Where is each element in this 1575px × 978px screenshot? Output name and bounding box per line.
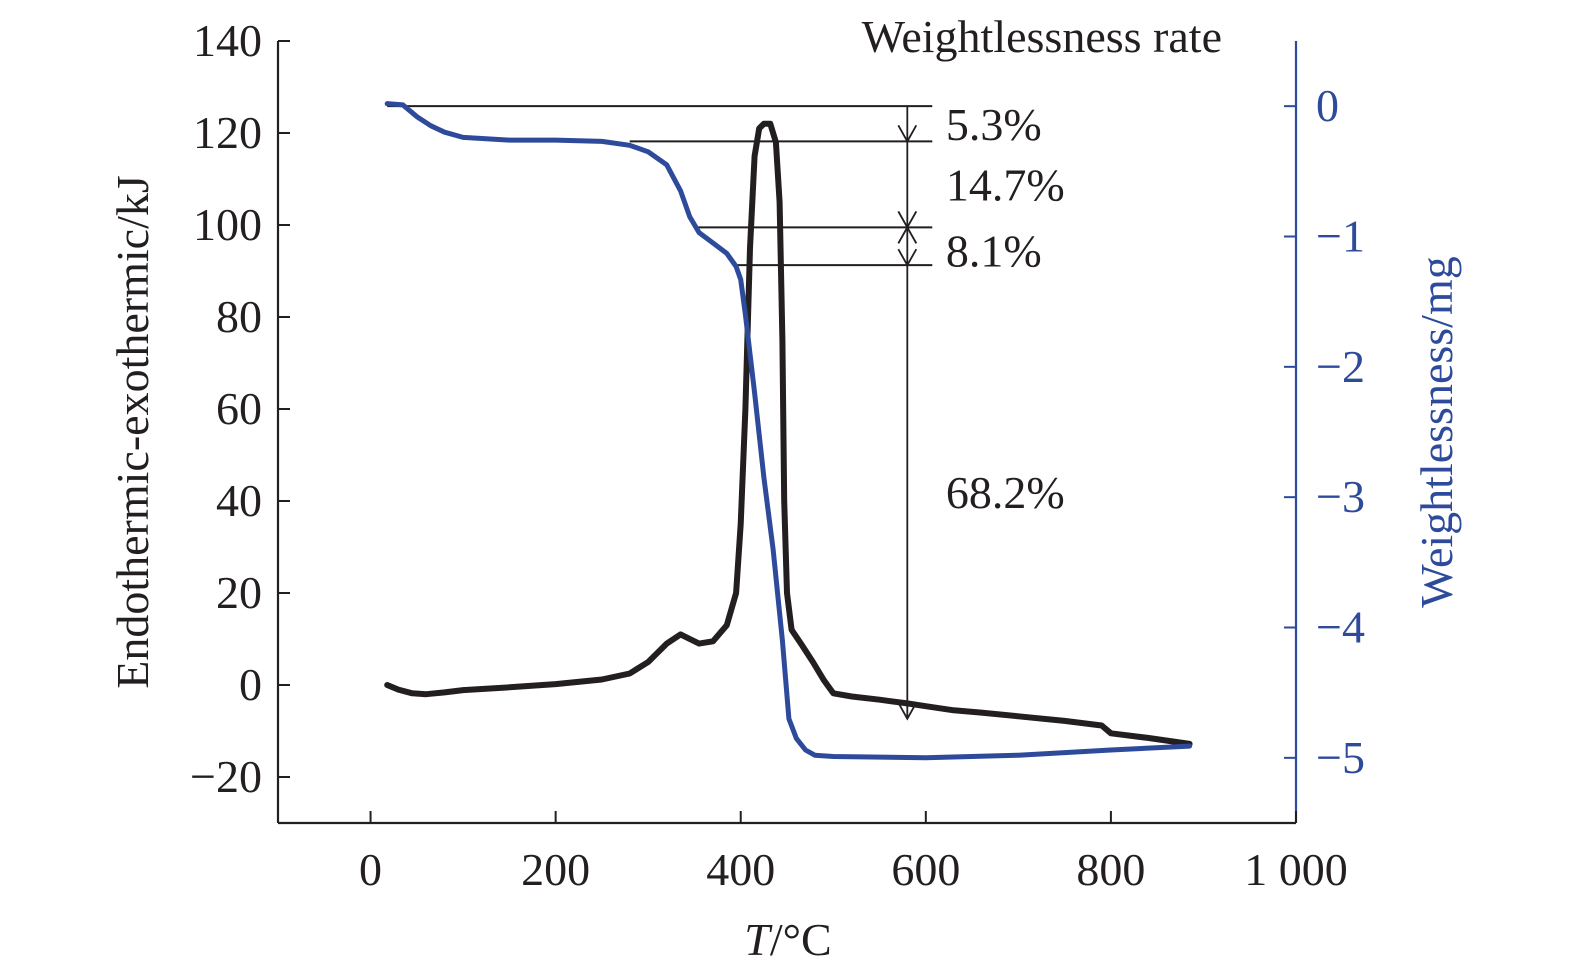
annotation-layer: 5.3% 14.7% 8.1% 68.2% (897, 99, 1065, 721)
percentage-label: 8.1% (946, 225, 1042, 276)
y-right-tick-label: −5 (1316, 732, 1365, 783)
y-axis-left-title: Endothermic-exothermic/kJ (107, 175, 158, 689)
y-left-tick-label: 0 (239, 659, 262, 710)
y-left-tick-label: 20 (216, 567, 262, 618)
arrow-tail (897, 225, 918, 244)
annotation-title: Weightlessness rate (862, 11, 1222, 62)
y-left-tick-label: 60 (216, 383, 262, 434)
y-axis-right-title: Weightlessness/mg (1411, 256, 1462, 608)
axes-layer: 0 200 400 600 800 1 000 −20 0 20 40 60 80 100 120 140 0… (190, 15, 1365, 895)
y-left-tick-label: 120 (193, 107, 262, 158)
y-left-tick-label: 100 (193, 199, 262, 250)
percentage-label: 68.2% (946, 467, 1065, 518)
arrow-head (897, 702, 918, 721)
y-left-tick-label: −20 (190, 751, 262, 802)
x-tick-label: 400 (706, 844, 775, 895)
y-left-tick-label: 140 (193, 15, 262, 66)
x-tick-label: 200 (521, 844, 590, 895)
y-left-tick-label: 40 (216, 475, 262, 526)
dsc-curve (384, 120, 1193, 747)
y-right-tick-label: −3 (1316, 471, 1365, 522)
y-right-tick-label: −2 (1316, 341, 1365, 392)
x-axis-title-unit: /°C (770, 914, 832, 965)
y-right-tick-label: −1 (1316, 211, 1365, 262)
x-axis-title-symbol: T (744, 914, 773, 965)
x-axis-title: T/°C (744, 914, 831, 965)
x-tick-label: 0 (359, 844, 382, 895)
x-tick-label: 800 (1076, 844, 1145, 895)
x-tick-label: 1 000 (1244, 844, 1348, 895)
x-tick-label: 600 (891, 844, 960, 895)
percentage-label: 14.7% (946, 159, 1065, 210)
y-left-tick-label: 80 (216, 291, 262, 342)
tg-curve (384, 101, 1193, 761)
y-right-tick-label: 0 (1316, 80, 1339, 131)
reference-lines (387, 105, 933, 267)
percentage-label: 5.3% (946, 99, 1042, 150)
series-layer (384, 101, 1193, 761)
arrow-head (897, 248, 918, 268)
y-right-tick-label: −4 (1316, 602, 1365, 653)
